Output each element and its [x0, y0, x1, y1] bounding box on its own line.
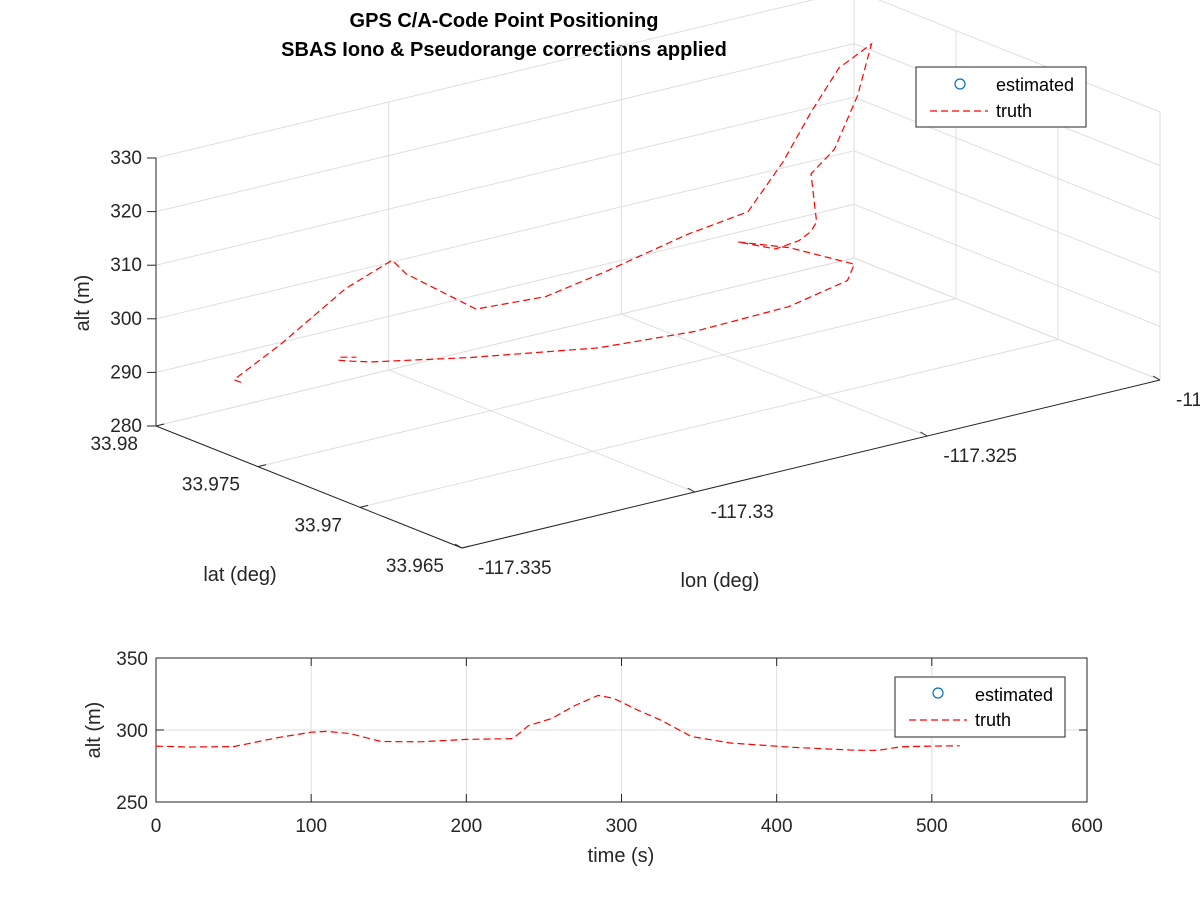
plot3d: 280 290 300 310 320 330 33.98 33.975 33.97 33.965… — [72, 0, 1200, 592]
x-tick — [687, 487, 695, 493]
grid-line — [359, 338, 1059, 508]
truth-altitude-line — [155, 694, 960, 752]
plot2d: 0 100 200 300 400 500 600 250 300 350 alt (m) tim… — [83, 649, 1103, 867]
legend-truth-label: truth — [996, 101, 1032, 121]
z-tick-label: 330 — [110, 148, 142, 169]
y-tick-label: 250 — [116, 793, 148, 814]
z-tick-label: 320 — [110, 202, 142, 223]
grid-line — [155, 150, 855, 320]
grid-line — [621, 313, 928, 437]
legend-estimated-label: estimated — [975, 685, 1053, 705]
grid-line — [155, 0, 815, 159]
truth-trajectory-3d — [232, 42, 873, 384]
plot2d-legend: estimated truth — [894, 676, 1066, 738]
z-tick-label: 290 — [110, 362, 142, 383]
x-tick-label: -117.33 — [711, 502, 774, 523]
z-tick-label: 300 — [110, 309, 142, 330]
x-tick-label: -117.335 — [478, 558, 552, 579]
grid-line — [257, 298, 957, 468]
plot2d-ticks: 0 100 200 300 400 500 600 250 300 350 — [116, 649, 1103, 837]
x-tick-label: -117.32 — [1176, 390, 1200, 411]
plot3d-ticks: 280 290 300 310 320 330 33.98 33.975 33.97 33.965… — [90, 148, 1200, 579]
x-tick-label: 400 — [761, 816, 793, 837]
chart-subtitle: SBAS Iono & Pseudorange corrections appl… — [281, 39, 727, 61]
plot3d-legend: estimated truth — [915, 66, 1087, 128]
plot3d-data — [232, 42, 873, 384]
grid-line — [155, 43, 855, 213]
x-tick — [1152, 375, 1161, 381]
y-tick — [155, 423, 165, 427]
y-tick — [461, 545, 471, 549]
x-tick-label: 300 — [606, 816, 638, 837]
plot3d-zlabel: alt (m) — [72, 275, 94, 332]
plot2d-xlabel: time (s) — [588, 845, 655, 867]
plot3d-legend-box — [915, 66, 1087, 128]
legend-estimated-marker — [932, 687, 944, 699]
x-tick-label: 600 — [1071, 816, 1103, 837]
grid-line — [155, 257, 855, 427]
plot2d-legend-box — [894, 676, 1066, 738]
x-tick-label: 500 — [916, 816, 948, 837]
y-tick-label: 350 — [116, 649, 148, 670]
plot3d-axes — [155, 158, 1161, 549]
z-tick-label: 310 — [110, 255, 142, 276]
x-tick — [454, 543, 463, 549]
x-axis-line — [461, 379, 1161, 549]
x-tick-label: 0 — [151, 816, 162, 837]
y-axis-line — [155, 425, 463, 549]
grid-line — [853, 150, 1161, 274]
x-tick-label: 100 — [295, 816, 327, 837]
grid-line — [155, 96, 855, 266]
z-tick-label: 280 — [110, 416, 142, 437]
x-tick-label: 200 — [450, 816, 482, 837]
y-tick-label: 33.98 — [90, 434, 138, 455]
chart-title: GPS C/A-Code Point Positioning — [350, 10, 659, 32]
y-tick-label: 300 — [116, 721, 148, 742]
grid-line — [388, 369, 695, 493]
plot3d-xlabel: lon (deg) — [681, 570, 760, 592]
legend-truth-label: truth — [975, 710, 1011, 730]
y-tick-label: 33.965 — [386, 556, 444, 577]
y-tick — [257, 464, 267, 468]
x-tick — [920, 431, 928, 437]
grid-line — [853, 96, 1161, 220]
legend-estimated-marker — [954, 78, 966, 90]
y-tick-label: 33.975 — [182, 475, 240, 496]
y-tick — [359, 504, 369, 508]
x-tick-label: -117.325 — [943, 446, 1017, 467]
plot3d-grid — [155, 0, 1161, 549]
plot2d-ylabel: alt (m) — [83, 702, 105, 759]
plot2d-data — [155, 694, 960, 752]
grid-line — [155, 203, 855, 373]
legend-estimated-label: estimated — [996, 75, 1074, 95]
grid-line — [853, 257, 1161, 381]
plot3d-ylabel: lat (deg) — [203, 564, 276, 586]
y-tick-label: 33.97 — [294, 515, 342, 536]
grid-line — [853, 203, 1161, 327]
grid-line — [877, 0, 1161, 113]
